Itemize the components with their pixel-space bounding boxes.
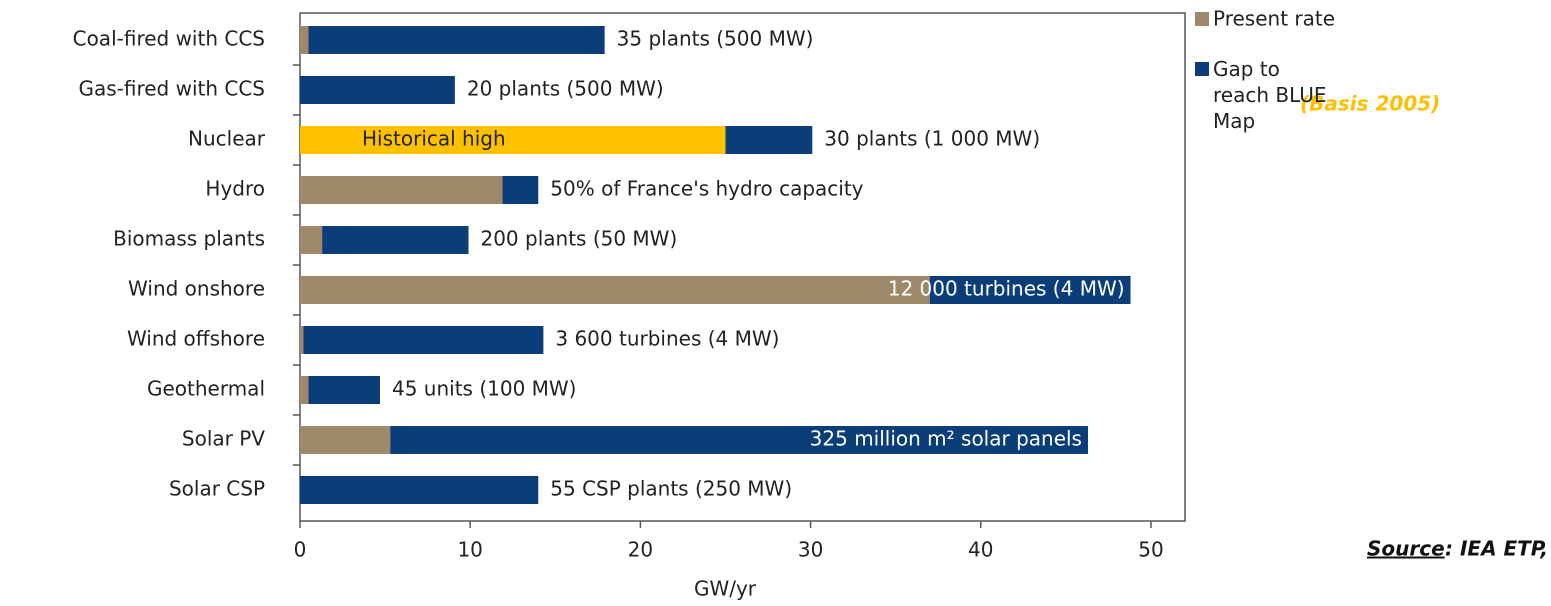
y-tick-label: Solar PV — [182, 427, 265, 451]
bar-segment — [725, 126, 813, 154]
bar-segment — [303, 326, 544, 354]
bar-label: 55 CSP plants (250 MW) — [550, 477, 792, 501]
y-tick-label: Hydro — [205, 177, 265, 201]
source-label: Source — [1367, 537, 1445, 561]
bar-segment — [300, 426, 391, 454]
bar-label: 12 000 turbines (4 MW) — [888, 277, 1125, 301]
bar-segment — [322, 226, 469, 254]
bar-segment — [300, 326, 304, 354]
bar-segment — [300, 376, 309, 404]
bar-segment — [300, 176, 503, 204]
y-tick-label: Biomass plants — [113, 227, 265, 251]
bar-label: 45 units (100 MW) — [392, 377, 577, 401]
x-tick-label: 40 — [968, 538, 993, 562]
bar-segment — [300, 226, 323, 254]
legend-text: Present rate — [1213, 7, 1335, 31]
plot-frame — [299, 12, 1186, 522]
annotation: Historical high — [362, 127, 506, 151]
bar-label: 3 600 turbines (4 MW) — [555, 327, 779, 351]
bar-label: 20 plants (500 MW) — [467, 77, 664, 101]
x-tick-label: 0 — [294, 538, 307, 562]
y-tick-label: Geothermal — [147, 377, 265, 401]
legend-text: Gap to reach BLUE Map — [1213, 57, 1327, 133]
bar-segment — [929, 276, 1131, 304]
bar-label: 30 plants (1 000 MW) — [824, 127, 1040, 151]
y-tick-label: Solar CSP — [169, 477, 265, 501]
bar-segment — [308, 26, 605, 54]
x-tick-label: 30 — [798, 538, 823, 562]
y-tick-label: Gas-fired with CCS — [78, 77, 265, 101]
bar-segment — [502, 176, 539, 204]
bar-label: 35 plants (500 MW) — [617, 27, 814, 51]
x-tick-label: 50 — [1138, 538, 1163, 562]
y-tick-label: Coal-fired with CCS — [73, 27, 265, 51]
legend-swatch — [1195, 12, 1209, 26]
y-tick-label: Nuclear — [188, 127, 266, 151]
bar-segment — [300, 26, 309, 54]
bar-segment — [300, 76, 455, 104]
x-tick-label: 10 — [457, 538, 482, 562]
y-tick-label: Wind onshore — [128, 277, 265, 301]
bar-segment — [308, 376, 380, 404]
bar-segment — [390, 426, 1088, 454]
bar-segment — [300, 126, 726, 154]
bar-segment — [300, 276, 930, 304]
bar-label: 325 million m² solar panels — [810, 427, 1082, 451]
bar-label: 50% of France's hydro capacity — [550, 177, 863, 201]
x-tick-label: 20 — [628, 538, 653, 562]
legend-swatch — [1195, 62, 1209, 76]
bar-segment — [300, 476, 539, 504]
bar-label: 200 plants (50 MW) — [480, 227, 677, 251]
source-text: : IEA ETP, 20 — [1445, 537, 1551, 561]
y-tick-label: Wind offshore — [127, 327, 265, 351]
x-axis-label: GW/yr — [694, 577, 757, 601]
legend-note: (Basis 2005) — [1300, 92, 1440, 116]
